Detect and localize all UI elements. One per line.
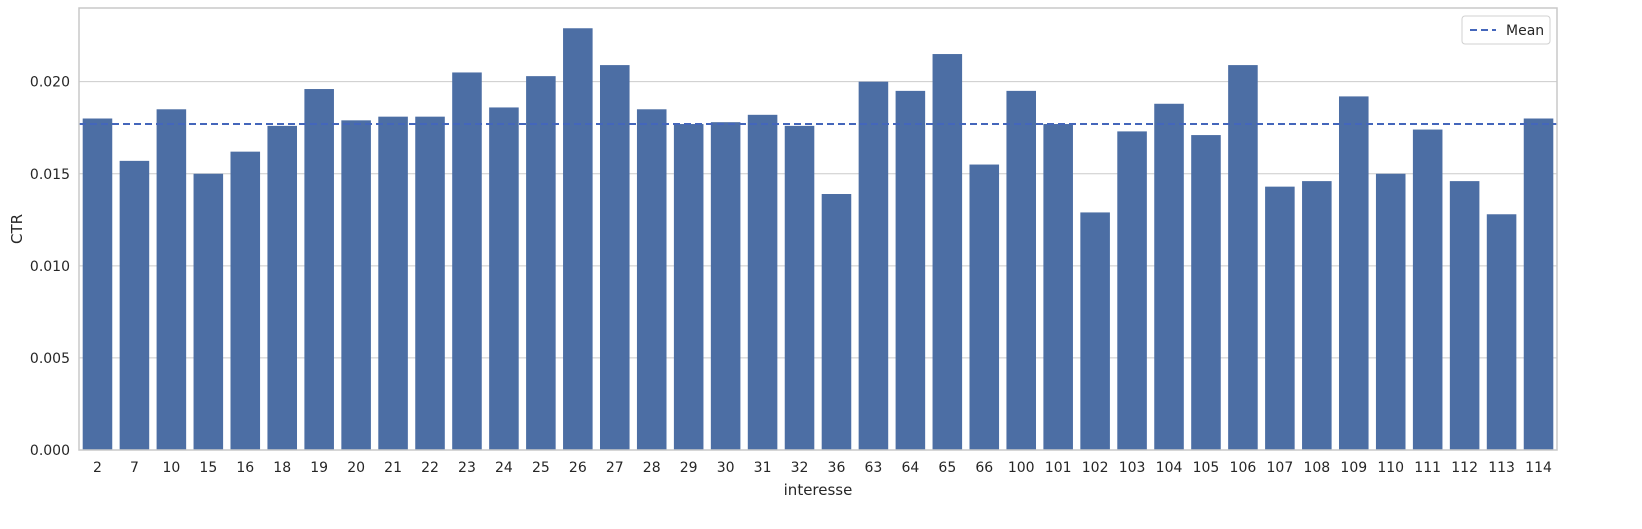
x-tick-label: 101	[1045, 460, 1072, 476]
x-tick-label: 24	[495, 460, 513, 476]
bar	[1375, 173, 1406, 450]
bar	[599, 65, 630, 450]
y-tick-label: 0.005	[30, 351, 70, 367]
x-tick-label: 102	[1082, 460, 1109, 476]
x-tick-label: 104	[1156, 460, 1183, 476]
x-tick-label: 31	[754, 460, 772, 476]
x-tick-label: 100	[1008, 460, 1035, 476]
y-tick-labels: 0.000 0.005 0.010 0.015 0.020	[30, 75, 70, 459]
y-tick-label: 0.000	[30, 443, 70, 459]
x-tick-label: 7	[130, 460, 139, 476]
bar	[563, 28, 593, 451]
bar	[119, 160, 150, 450]
x-tick-label: 22	[421, 460, 439, 476]
bar	[1338, 96, 1369, 451]
bar	[1117, 131, 1147, 450]
bar	[1449, 181, 1480, 450]
x-tick-label: 64	[901, 460, 919, 476]
bar	[1302, 181, 1332, 450]
bar	[784, 125, 815, 450]
grid-lines	[79, 81, 1557, 451]
x-tick-label: 28	[643, 460, 661, 476]
plot-frame	[78, 7, 1558, 451]
x-tick-label: 15	[199, 460, 217, 476]
x-tick-label: 32	[791, 460, 809, 476]
bar	[230, 151, 261, 450]
x-tick-label: 108	[1303, 460, 1330, 476]
bar	[932, 54, 963, 451]
y-tick-label: 0.020	[30, 75, 70, 91]
x-tick-label: 30	[717, 460, 735, 476]
x-tick-label: 63	[865, 460, 883, 476]
bar	[1191, 135, 1221, 450]
bar	[747, 114, 778, 451]
y-tick-label: 0.015	[30, 167, 70, 183]
x-tick-label: 111	[1414, 460, 1441, 476]
x-tick-label: 114	[1525, 460, 1552, 476]
x-tick-label: 36	[828, 460, 846, 476]
legend-label-mean: Mean	[1506, 23, 1544, 39]
bar	[304, 89, 334, 451]
x-tick-label: 26	[569, 460, 587, 476]
x-tick-label: 113	[1488, 460, 1515, 476]
bar	[821, 194, 852, 450]
x-tick-label: 29	[680, 460, 698, 476]
x-tick-label: 23	[458, 460, 476, 476]
bar	[526, 76, 556, 451]
bar	[378, 116, 408, 451]
bar	[710, 122, 741, 450]
x-tick-label: 16	[236, 460, 254, 476]
bar	[452, 72, 482, 450]
x-tick-label: 10	[162, 460, 180, 476]
x-tick-label: 103	[1119, 460, 1146, 476]
bar	[267, 125, 298, 450]
legend-box	[1461, 15, 1551, 45]
y-tick-label: 0.010	[30, 259, 70, 275]
x-tick-label: 2	[93, 460, 102, 476]
x-tick-label: 112	[1451, 460, 1478, 476]
bar	[415, 116, 445, 451]
bar	[1523, 118, 1554, 450]
x-tick-label: 20	[347, 460, 365, 476]
x-tick-label: 18	[273, 460, 291, 476]
bar	[156, 109, 187, 451]
x-tick-label: 25	[532, 460, 550, 476]
bar	[1486, 214, 1517, 450]
x-tick-label: 110	[1377, 460, 1404, 476]
x-tick-label: 105	[1193, 460, 1220, 476]
x-axis-label: interesse	[784, 481, 853, 499]
bar	[1154, 103, 1184, 451]
bar	[1080, 212, 1110, 450]
x-tick-labels: 2 7 10 15 16 18 19 20 21 22 23 24 25 26 27 28 29 30 31 32 36…	[93, 460, 1552, 476]
legend: Mean	[1461, 15, 1551, 45]
x-tick-label: 66	[975, 460, 993, 476]
bar	[1006, 90, 1037, 450]
bar	[673, 124, 704, 451]
x-tick-label: 21	[384, 460, 402, 476]
bar	[636, 109, 667, 451]
bar	[895, 90, 926, 450]
x-tick-label: 27	[606, 460, 624, 476]
y-axis-label: CTR	[8, 214, 26, 244]
bar	[1265, 186, 1295, 450]
x-tick-label: 106	[1230, 460, 1257, 476]
bars	[82, 28, 1554, 451]
bar	[1412, 129, 1443, 451]
bar	[489, 107, 519, 450]
bar	[1228, 65, 1258, 450]
bar	[969, 164, 1000, 450]
bar	[858, 81, 889, 451]
bar	[193, 173, 224, 450]
bar	[82, 118, 113, 450]
x-tick-label: 107	[1267, 460, 1294, 476]
x-tick-label: 109	[1340, 460, 1367, 476]
x-tick-label: 19	[310, 460, 328, 476]
x-tick-label: 65	[938, 460, 956, 476]
bar	[341, 120, 371, 450]
bar	[1043, 124, 1073, 451]
